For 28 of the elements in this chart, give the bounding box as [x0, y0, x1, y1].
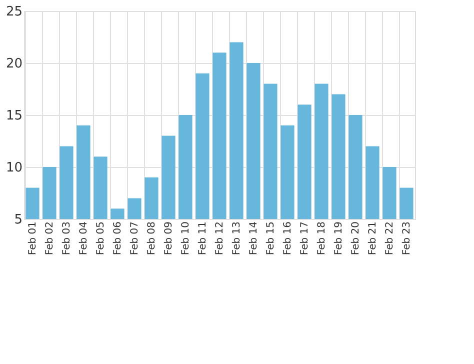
x-tick-label: Feb 05	[96, 222, 106, 256]
x-tick-label: Feb 20	[350, 222, 362, 256]
x-tick-label: Feb 16	[282, 222, 294, 256]
x-tick-label: Feb 12	[214, 222, 226, 256]
y-tick-label: 10	[6, 160, 22, 176]
x-tick-label: Feb 08	[146, 222, 158, 256]
x-tick-label: Feb 15	[266, 222, 276, 256]
y-tick-label: 20	[6, 56, 22, 72]
x-tick-label: Feb 19	[334, 222, 344, 256]
y-tick-label: 25	[6, 4, 22, 20]
x-tick-label: Feb 13	[232, 222, 242, 256]
x-tick-label: Feb 11	[198, 222, 208, 256]
x-tick-label: Feb 02	[44, 222, 56, 256]
x-tick-label: Feb 03	[62, 222, 72, 256]
x-tick-label: Feb 04	[78, 222, 90, 256]
x-tick-label: Feb 10	[180, 222, 192, 256]
x-tick-label: Feb 22	[384, 222, 396, 256]
y-tick-label: 5	[14, 212, 22, 228]
x-tick-label: Feb 09	[164, 222, 174, 256]
x-tick-label: Feb 21	[368, 222, 378, 256]
x-tick-label: Feb 01	[28, 222, 38, 256]
x-tick-label: Feb 17	[300, 222, 310, 256]
x-tick-label: Feb 18	[316, 222, 328, 256]
x-tick-label: Feb 23	[402, 222, 412, 256]
x-tick-label: Feb 06	[112, 222, 124, 256]
x-tick-label: Feb 14	[248, 222, 260, 256]
x-tick-label: Feb 07	[130, 222, 140, 256]
y-tick-label: 15	[6, 108, 22, 124]
